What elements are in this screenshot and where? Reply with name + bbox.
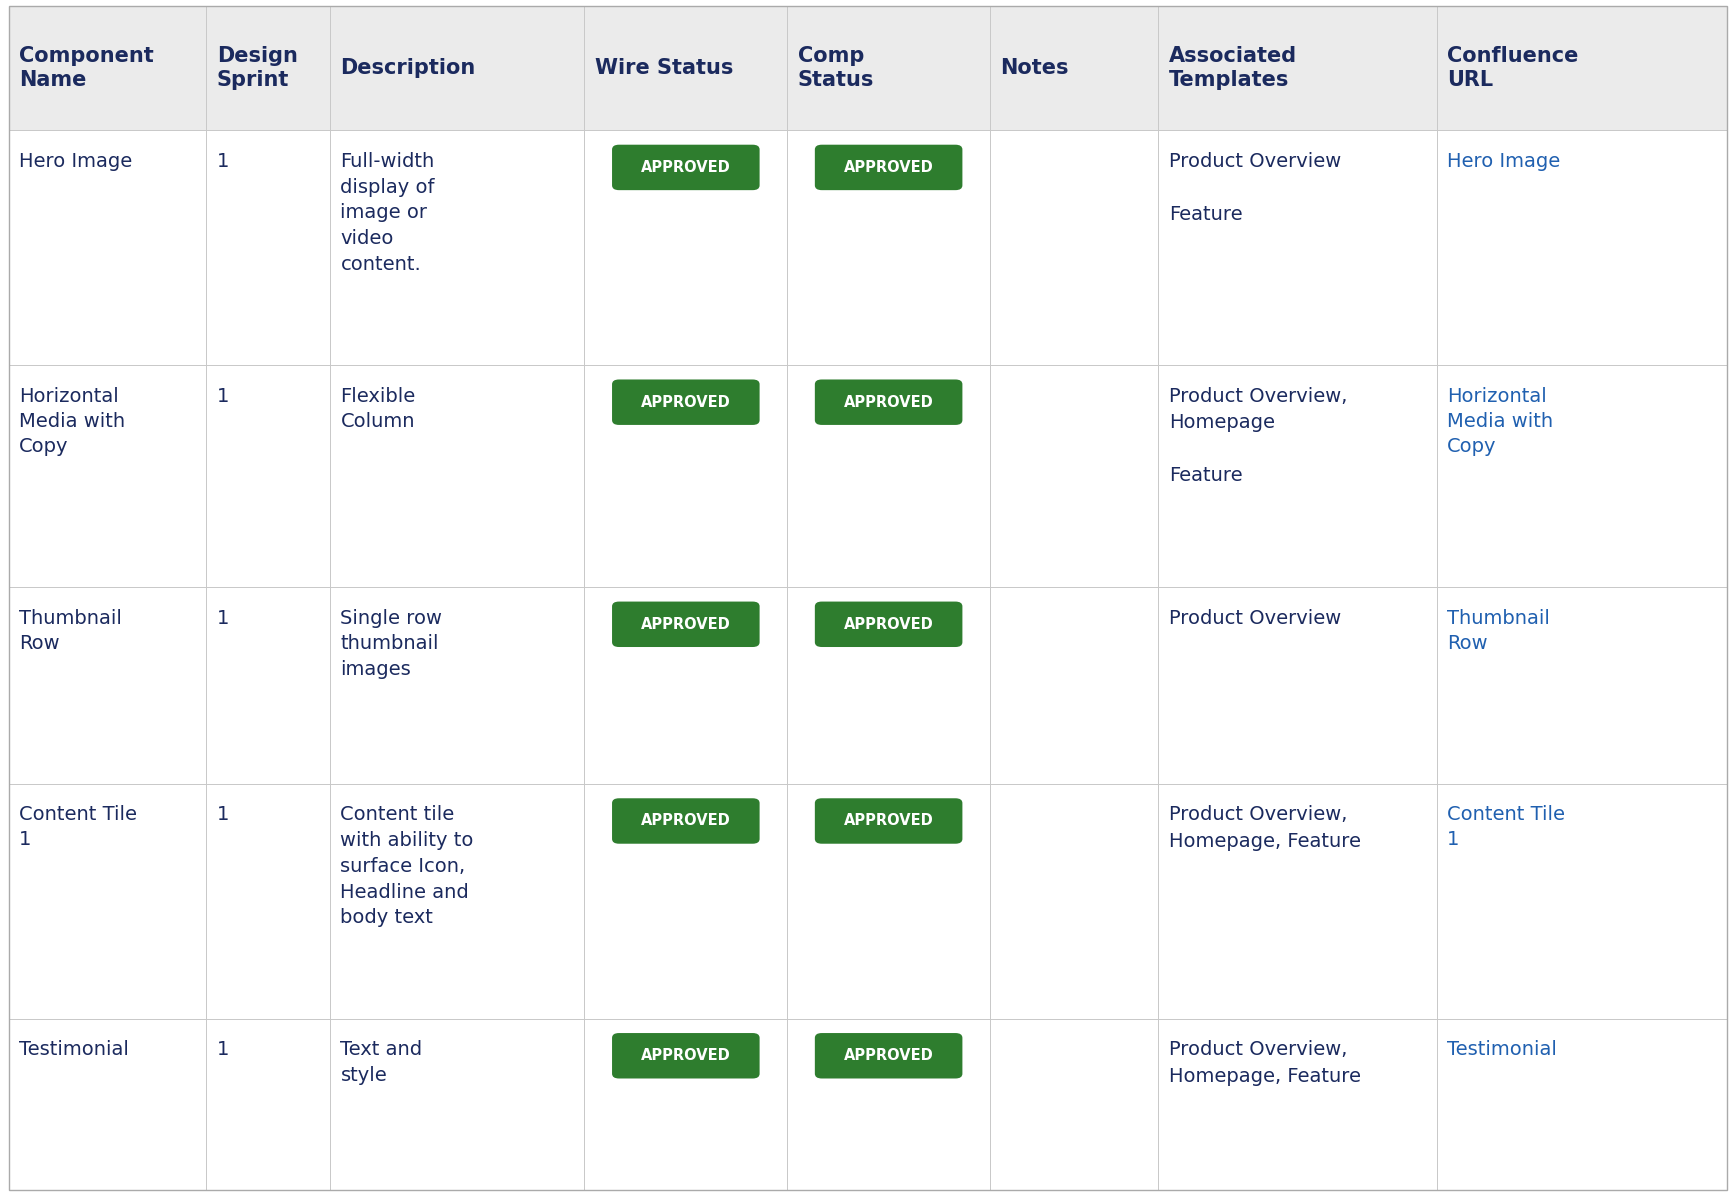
Text: Associated
Templates: Associated Templates: [1168, 47, 1297, 90]
Text: Thumbnail
Row: Thumbnail Row: [19, 609, 122, 653]
Text: Full-width
display of
image or
video
content.: Full-width display of image or video con…: [340, 152, 436, 274]
Text: Product Overview,
Homepage

Feature: Product Overview, Homepage Feature: [1168, 386, 1347, 486]
Bar: [9, 130, 1727, 365]
Text: Product Overview: Product Overview: [1168, 609, 1342, 628]
Text: Testimonial: Testimonial: [19, 1041, 128, 1060]
Text: APPROVED: APPROVED: [844, 395, 934, 410]
FancyBboxPatch shape: [613, 602, 760, 647]
Bar: [9, 6, 1727, 130]
Text: Comp
Status: Comp Status: [797, 47, 873, 90]
Text: APPROVED: APPROVED: [844, 1048, 934, 1063]
Text: Component
Name: Component Name: [19, 47, 155, 90]
Text: Notes: Notes: [1000, 59, 1069, 78]
FancyBboxPatch shape: [814, 1033, 962, 1079]
Text: Testimonial: Testimonial: [1448, 1041, 1557, 1060]
Text: 1: 1: [217, 609, 229, 628]
Text: APPROVED: APPROVED: [844, 160, 934, 175]
Text: APPROVED: APPROVED: [641, 160, 731, 175]
Text: 1: 1: [217, 152, 229, 171]
Bar: [9, 783, 1727, 1019]
Text: Hero Image: Hero Image: [1448, 152, 1561, 171]
Text: Product Overview,
Homepage, Feature: Product Overview, Homepage, Feature: [1168, 805, 1361, 850]
Text: APPROVED: APPROVED: [641, 813, 731, 829]
Text: Product Overview,
Homepage, Feature: Product Overview, Homepage, Feature: [1168, 1041, 1361, 1086]
Text: Text and
style: Text and style: [340, 1041, 422, 1085]
FancyBboxPatch shape: [613, 145, 760, 190]
Text: Description: Description: [340, 59, 476, 78]
Text: Content Tile
1: Content Tile 1: [19, 805, 137, 849]
FancyBboxPatch shape: [814, 602, 962, 647]
Text: Horizontal
Media with
Copy: Horizontal Media with Copy: [1448, 386, 1554, 456]
Text: Hero Image: Hero Image: [19, 152, 132, 171]
Text: Content tile
with ability to
surface Icon,
Headline and
body text: Content tile with ability to surface Ico…: [340, 805, 474, 927]
Text: Product Overview

Feature: Product Overview Feature: [1168, 152, 1342, 224]
FancyBboxPatch shape: [613, 798, 760, 843]
Text: APPROVED: APPROVED: [641, 1048, 731, 1063]
Text: Confluence
URL: Confluence URL: [1448, 47, 1578, 90]
FancyBboxPatch shape: [814, 798, 962, 843]
Text: Thumbnail
Row: Thumbnail Row: [1448, 609, 1550, 653]
Bar: [9, 1019, 1727, 1190]
Text: 1: 1: [217, 1041, 229, 1060]
Text: Wire Status: Wire Status: [595, 59, 733, 78]
FancyBboxPatch shape: [613, 1033, 760, 1079]
Text: APPROVED: APPROVED: [641, 617, 731, 631]
Bar: [9, 587, 1727, 783]
Text: APPROVED: APPROVED: [844, 813, 934, 829]
Text: 1: 1: [217, 805, 229, 824]
Text: APPROVED: APPROVED: [844, 617, 934, 631]
Text: APPROVED: APPROVED: [641, 395, 731, 410]
FancyBboxPatch shape: [814, 145, 962, 190]
Text: Single row
thumbnail
images: Single row thumbnail images: [340, 609, 443, 679]
Text: Design
Sprint: Design Sprint: [217, 47, 297, 90]
Text: Content Tile
1: Content Tile 1: [1448, 805, 1566, 849]
Text: Horizontal
Media with
Copy: Horizontal Media with Copy: [19, 386, 125, 456]
FancyBboxPatch shape: [814, 379, 962, 425]
Text: 1: 1: [217, 386, 229, 405]
Text: Flexible
Column: Flexible Column: [340, 386, 415, 432]
FancyBboxPatch shape: [613, 379, 760, 425]
Bar: [9, 365, 1727, 587]
